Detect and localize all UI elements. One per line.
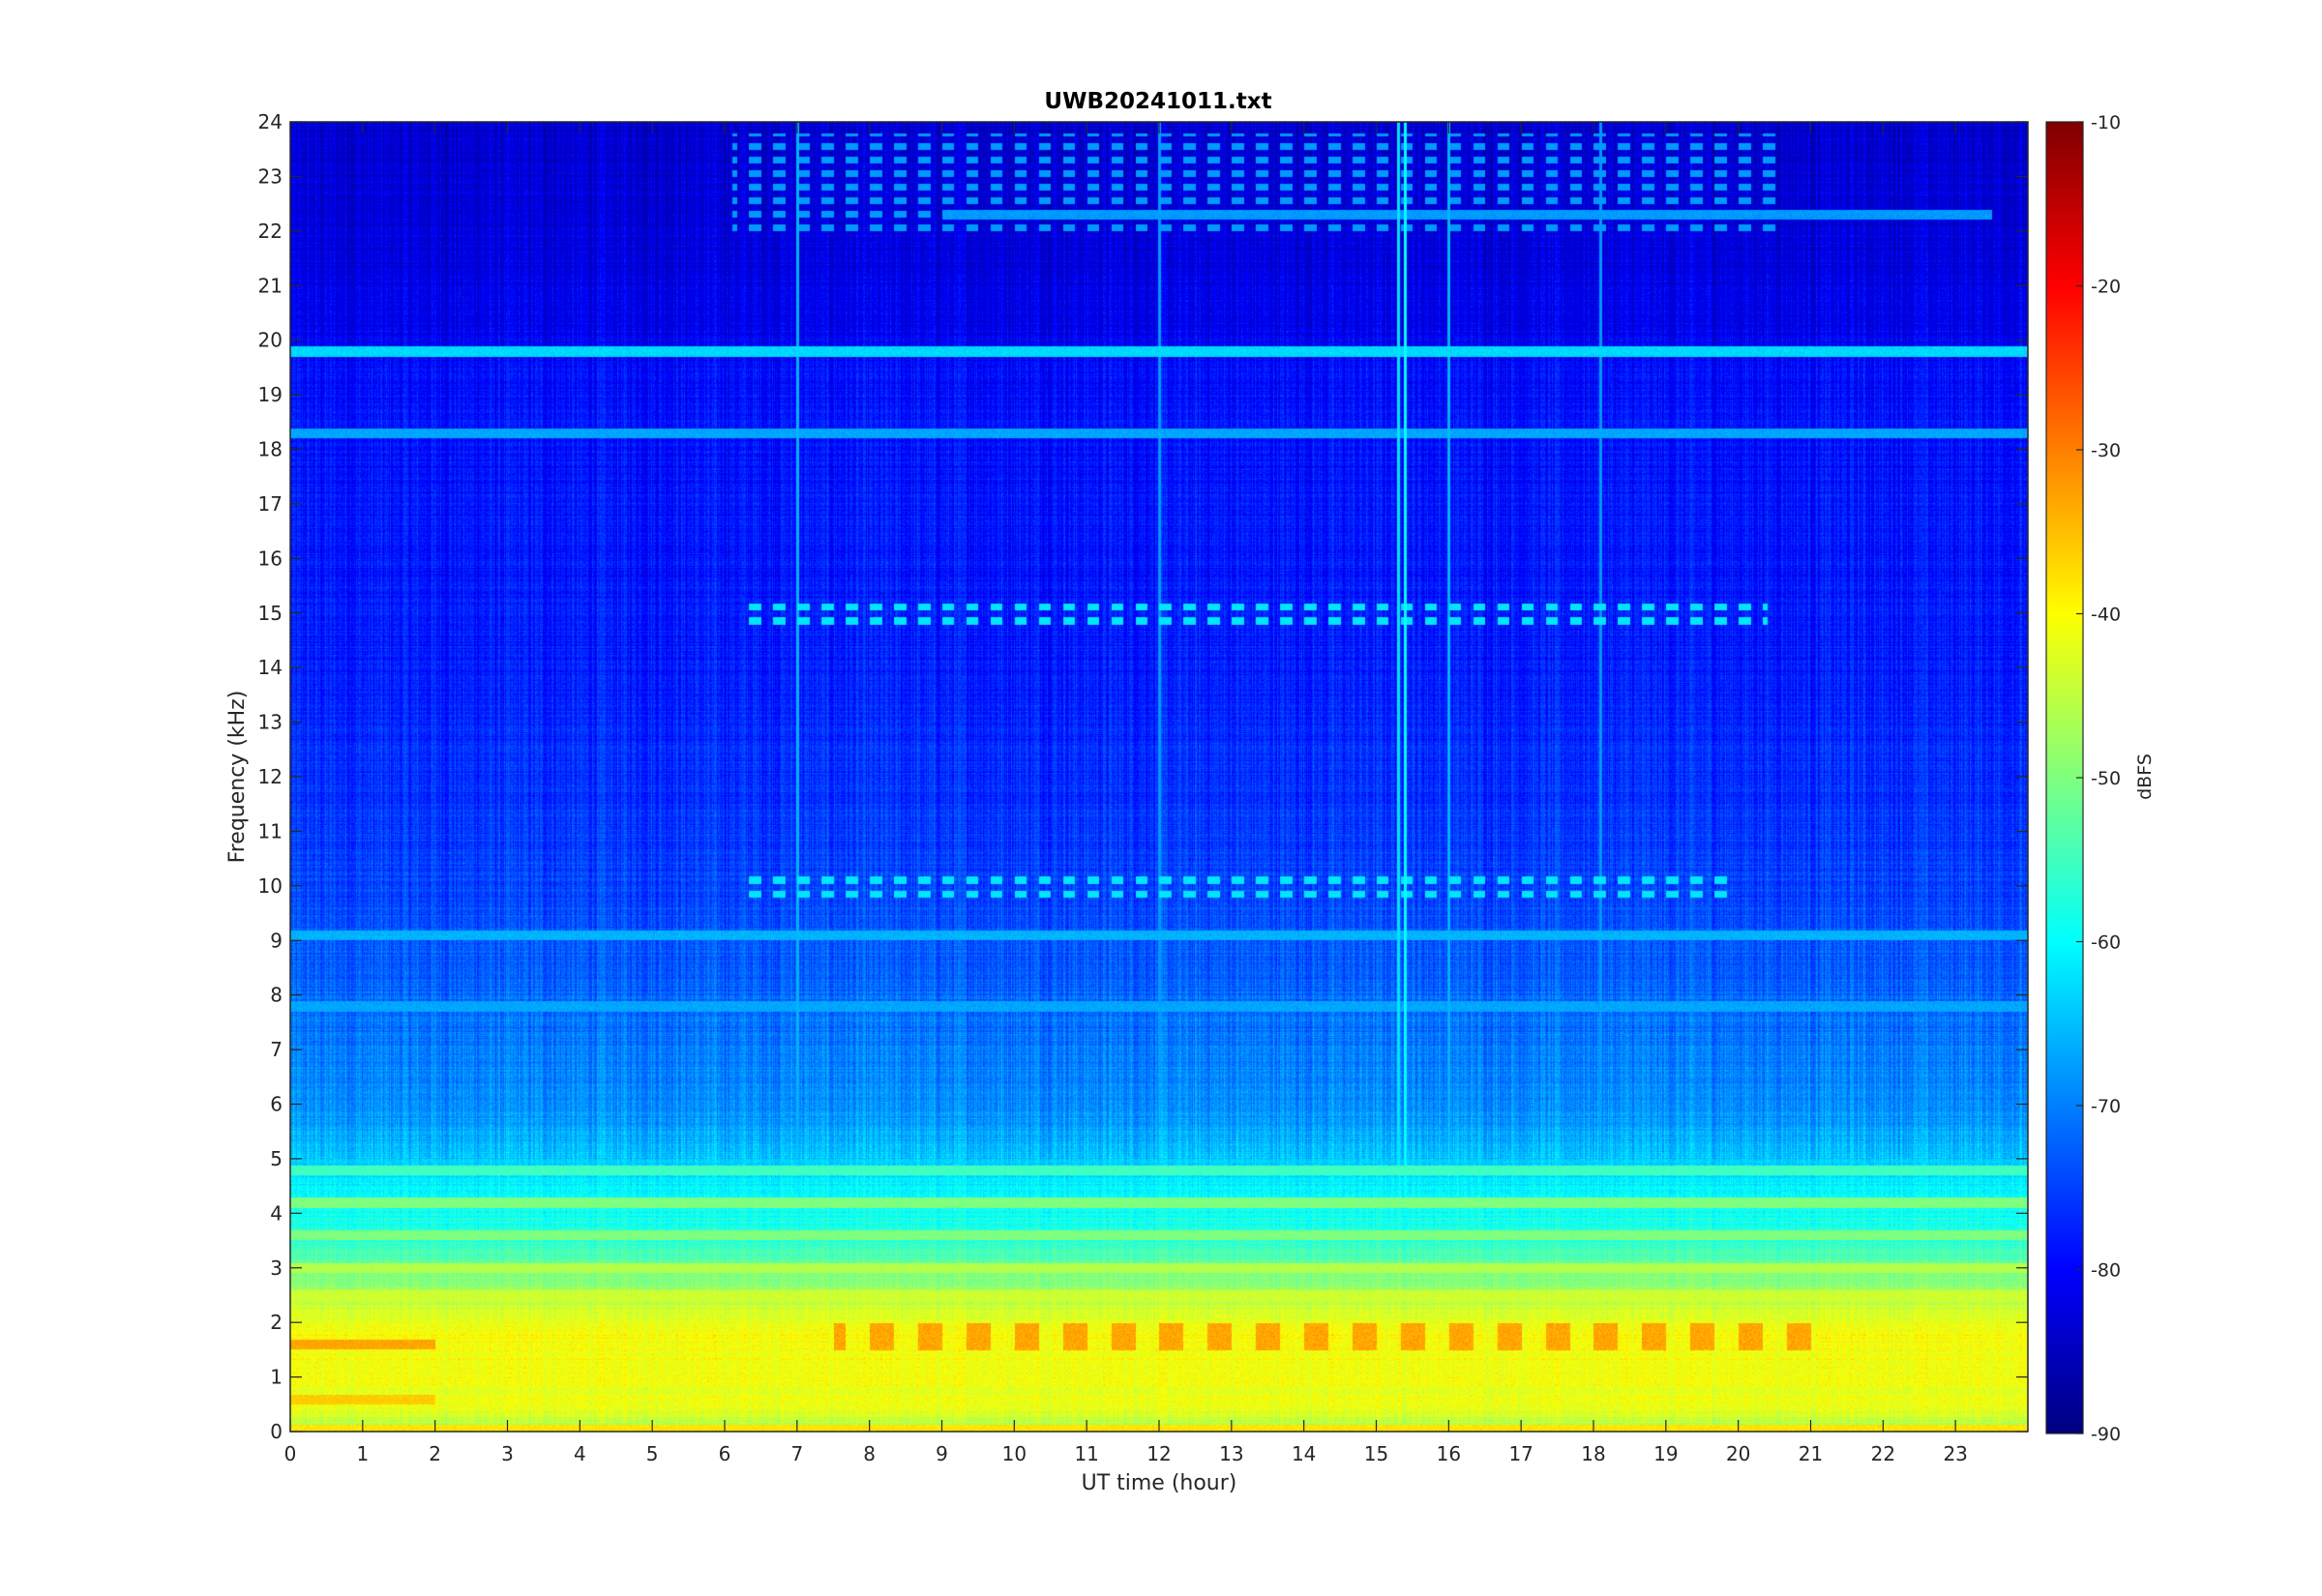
- colorbar-tick-label: -70: [2091, 1096, 2121, 1117]
- colorbar-tick-label: -90: [2091, 1424, 2121, 1445]
- x-axis-label: UT time (hour): [1082, 1471, 1237, 1495]
- y-tick-label: 15: [258, 602, 283, 625]
- x-tick-label: 21: [1799, 1442, 1823, 1465]
- y-tick-label: 6: [270, 1093, 283, 1116]
- x-tick-label: 20: [1726, 1442, 1750, 1465]
- y-tick-label: 24: [258, 110, 283, 133]
- y-axis-label: Frequency (kHz): [225, 691, 250, 864]
- x-tick-label: 18: [1581, 1442, 1605, 1465]
- chart-title: UWB20241011.txt: [1044, 89, 1271, 114]
- y-tick-label: 3: [270, 1256, 283, 1280]
- colorbar-tick-label: -20: [2091, 277, 2121, 298]
- x-tick-label: 2: [429, 1442, 441, 1465]
- x-tick-label: 0: [284, 1442, 297, 1465]
- y-tick-label: 7: [270, 1038, 283, 1061]
- y-tick-label: 4: [270, 1201, 283, 1225]
- y-tick-label: 5: [270, 1147, 283, 1170]
- y-tick-label: 1: [270, 1366, 283, 1389]
- colorbar-tick-label: -30: [2091, 440, 2121, 461]
- spectrogram-heatmap: [290, 122, 2028, 1432]
- plot-area: 0 1 2 3 4 5 6 7 8 9 10 11 12 13 14 15 16 17 18 19 20 21 22 23 0…: [258, 110, 2029, 1465]
- y-tick-label: 20: [258, 329, 283, 352]
- y-tick-label: 16: [258, 547, 283, 570]
- x-tick-label: 13: [1219, 1442, 1243, 1465]
- x-axis-ticks: 0 1 2 3 4 5 6 7 8 9 10 11 12 13 14 15 16 17 18 19 20 21 22 23: [284, 122, 1968, 1465]
- spectrogram-image-container: [290, 122, 2028, 1432]
- x-tick-label: 19: [1653, 1442, 1678, 1465]
- colorbar-tick-label: -10: [2091, 112, 2121, 133]
- y-tick-label: 18: [258, 438, 283, 461]
- y-tick-label: 14: [258, 656, 283, 679]
- y-tick-label: 11: [258, 819, 283, 842]
- y-tick-label: 12: [258, 765, 283, 788]
- x-tick-label: 23: [1943, 1442, 1967, 1465]
- x-tick-label: 12: [1146, 1442, 1171, 1465]
- x-tick-label: 4: [574, 1442, 586, 1465]
- y-tick-label: 8: [270, 984, 283, 1007]
- x-tick-label: 17: [1508, 1442, 1533, 1465]
- x-tick-label: 9: [936, 1442, 948, 1465]
- y-tick-label: 2: [270, 1311, 283, 1334]
- y-tick-label: 9: [270, 929, 283, 952]
- x-tick-label: 3: [501, 1442, 514, 1465]
- x-tick-label: 8: [863, 1442, 876, 1465]
- y-tick-label: 19: [258, 383, 283, 406]
- y-tick-label: 0: [270, 1420, 283, 1443]
- y-tick-label: 22: [258, 220, 283, 243]
- x-tick-label: 6: [719, 1442, 731, 1465]
- y-tick-label: 23: [258, 164, 283, 188]
- y-tick-label: 17: [258, 492, 283, 516]
- y-tick-label: 21: [258, 274, 283, 297]
- colorbar-label: dBFS: [2134, 754, 2156, 800]
- x-tick-label: 1: [356, 1442, 369, 1465]
- y-tick-label: 13: [258, 711, 283, 734]
- colorbar-tick-label: -60: [2091, 932, 2121, 954]
- x-tick-label: 15: [1364, 1442, 1388, 1465]
- x-tick-label: 7: [790, 1442, 803, 1465]
- x-tick-label: 16: [1437, 1442, 1461, 1465]
- x-tick-label: 11: [1074, 1442, 1098, 1465]
- colorbar-ticks: -90 -80 -70 -60 -50 -40 -30 -20 -10: [2076, 112, 2121, 1445]
- colorbar-tick-label: -80: [2091, 1260, 2121, 1282]
- colorbar-tick-label: -40: [2091, 605, 2121, 626]
- x-tick-label: 5: [646, 1442, 659, 1465]
- colorbar: -90 -80 -70 -60 -50 -40 -30 -20 -10 dBFS: [2045, 112, 2156, 1445]
- x-tick-label: 10: [1002, 1442, 1027, 1465]
- x-tick-label: 14: [1292, 1442, 1316, 1465]
- y-tick-label: 10: [258, 874, 283, 898]
- colorbar-tick-label: -50: [2091, 768, 2121, 789]
- x-tick-label: 22: [1871, 1442, 1895, 1465]
